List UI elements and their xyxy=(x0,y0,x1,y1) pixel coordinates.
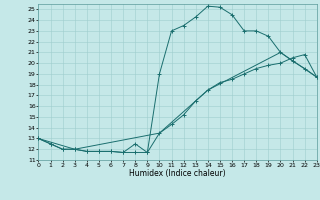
X-axis label: Humidex (Indice chaleur): Humidex (Indice chaleur) xyxy=(129,169,226,178)
